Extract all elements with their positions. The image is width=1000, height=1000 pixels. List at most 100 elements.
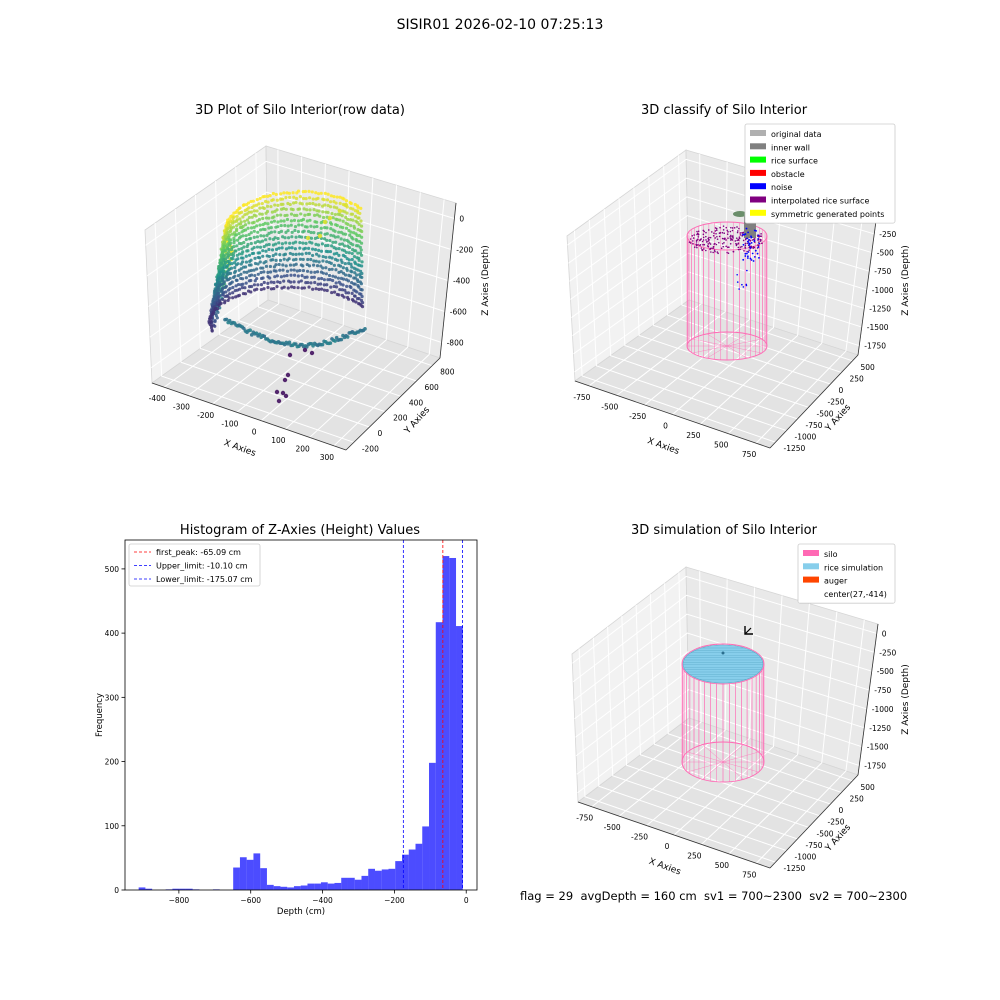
raw-scatter-point — [351, 218, 355, 222]
raw-scatter-point — [319, 249, 324, 253]
interpolated-surface-point — [702, 233, 705, 236]
raw-scatter-point — [344, 215, 348, 220]
raw-scatter-point — [311, 287, 315, 291]
histogram-bar — [138, 887, 146, 890]
z-tick-label: -250 — [879, 230, 896, 239]
raw-scatter-point — [332, 252, 336, 256]
raw-scatter-point — [284, 196, 288, 200]
raw-scatter-point — [245, 270, 249, 274]
raw-scatter-point — [307, 246, 311, 250]
raw-scatter-point — [218, 273, 222, 277]
raw-scatter-point — [282, 219, 286, 223]
raw-scatter-point — [337, 230, 341, 234]
raw-scatter-point — [247, 210, 251, 214]
raw-scatter-point — [334, 201, 338, 205]
raw-scatter-point — [247, 232, 251, 237]
interpolated-surface-point — [719, 226, 721, 229]
raw-scatter-point — [246, 249, 250, 253]
raw-scatter-point — [267, 216, 271, 220]
raw-scatter-point — [360, 229, 364, 234]
raw-scatter-point — [263, 238, 268, 242]
raw-scatter-point — [291, 208, 295, 212]
interpolated-surface-point — [760, 235, 763, 238]
raw-scatter-point — [302, 286, 307, 290]
raw-scatter-point — [342, 238, 346, 242]
raw-scatter-point — [300, 223, 304, 227]
z-gridline — [145, 160, 455, 246]
raw-scatter-point — [261, 266, 265, 270]
raw-scatter-point — [266, 270, 270, 274]
raw-scatter-point — [308, 208, 312, 212]
y-tick-label: -250 — [828, 398, 845, 407]
raw-scatter-point — [276, 203, 280, 207]
raw-scatter-point — [335, 206, 339, 210]
raw-scatter-point — [280, 197, 285, 201]
z-tick-label: -500 — [877, 667, 894, 676]
y-axis-line — [769, 774, 859, 869]
raw-scatter-point — [351, 243, 355, 247]
raw-scatter-point — [228, 292, 232, 296]
raw-scatter-point — [357, 297, 361, 301]
y-tick-label: -750 — [806, 841, 823, 850]
interpolated-surface-point — [743, 250, 745, 252]
interpolated-surface-point — [696, 238, 699, 241]
interpolated-surface-point — [726, 251, 728, 254]
interpolated-surface-point — [709, 243, 712, 245]
raw-scatter-point — [272, 219, 277, 223]
raw-scatter-point — [255, 267, 259, 271]
raw-scatter-point — [256, 272, 260, 276]
raw-scatter-point — [261, 254, 265, 258]
raw-scatter-point — [279, 213, 283, 217]
raw-scatter-point — [356, 268, 360, 272]
raw-scatter-point — [231, 296, 235, 300]
raw-scatter-point — [285, 269, 290, 273]
raw-scatter-point — [317, 277, 321, 281]
raw-scatter-point — [341, 225, 345, 230]
x-axis-line — [574, 380, 771, 449]
raw-scatter-point — [240, 286, 245, 290]
y-gridline — [649, 594, 831, 805]
raw-scatter-point — [350, 265, 354, 269]
raw-scatter-point — [253, 256, 257, 260]
x-gridline — [588, 153, 702, 387]
interpolated-surface-point — [713, 232, 715, 234]
raw-scatter-point — [342, 197, 346, 201]
silo-floor-line — [726, 333, 748, 347]
raw-scatter-point — [305, 219, 309, 223]
interpolated-surface-point — [751, 246, 753, 249]
raw-scatter-point — [289, 280, 293, 284]
interpolated-surface-point — [759, 240, 762, 242]
raw-scatter-point — [249, 278, 253, 283]
raw-scatter-point — [294, 252, 298, 256]
raw-scatter-point — [356, 205, 360, 210]
raw-scatter-point — [285, 273, 289, 278]
raw-scatter-point — [216, 291, 221, 295]
histogram-bar — [266, 884, 274, 890]
raw-scatter-point — [273, 275, 277, 279]
raw-scatter-point — [300, 202, 304, 206]
raw-outlier-point — [274, 389, 280, 395]
raw-scatter-point — [330, 256, 334, 260]
raw-scatter-point — [325, 226, 329, 230]
raw-scatter-point — [227, 250, 231, 254]
histogram-bar — [395, 861, 403, 890]
raw-scatter-point — [355, 290, 359, 294]
raw-scatter-point — [321, 215, 326, 220]
raw-scatter-point — [242, 240, 246, 245]
raw-scatter-point — [252, 229, 256, 233]
x-axis-label: X Axies — [647, 857, 682, 878]
raw-scatter-point — [289, 273, 293, 277]
y-axis-label: Y Axies — [823, 822, 853, 854]
raw-outlier-point — [285, 372, 291, 378]
raw-scatter-point — [225, 294, 229, 298]
interpolated-surface-point — [722, 245, 725, 248]
raw-scatter-point — [332, 195, 336, 199]
interpolated-surface-point — [710, 231, 713, 233]
raw-scatter-point — [244, 237, 248, 242]
raw-scatter-point — [242, 270, 246, 274]
raw-scatter-point — [257, 332, 262, 337]
x-tick-label: 500 — [715, 861, 730, 870]
raw-scatter-point — [231, 225, 236, 229]
raw-scatter-point — [283, 223, 287, 228]
raw-scatter-point — [236, 274, 241, 278]
